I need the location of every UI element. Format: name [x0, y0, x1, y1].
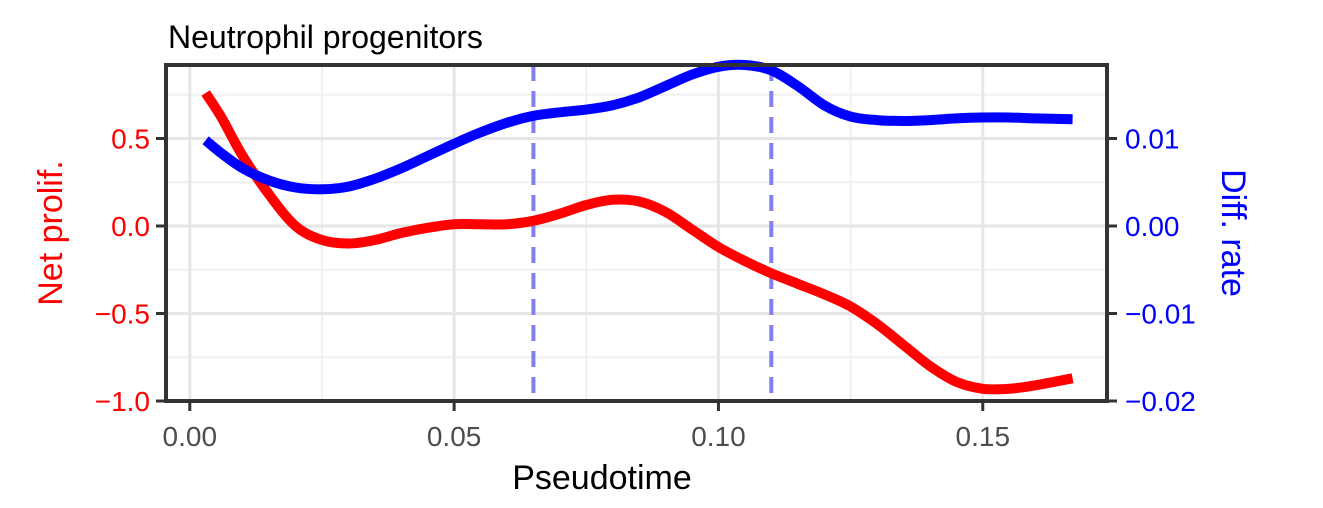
- y-axis-left-label: Net prolif.: [32, 160, 70, 306]
- series-line-right: [202, 59, 1073, 195]
- y-tick-label-left: 0.0: [111, 211, 150, 242]
- y-tick-label-left: 0.5: [111, 124, 150, 155]
- x-axis-label: Pseudotime: [512, 459, 692, 497]
- chart-title: Neutrophil progenitors: [168, 19, 483, 55]
- series-lines: [201, 59, 1074, 395]
- y-tick-label-right: −0.02: [1125, 386, 1196, 417]
- x-tick-label: 0.15: [956, 421, 1011, 452]
- series-line-left: [201, 90, 1074, 395]
- x-tick-label: 0.10: [691, 421, 746, 452]
- y-tick-label-left: −1.0: [95, 386, 150, 417]
- y-tick-label-left: −0.5: [95, 299, 150, 330]
- y-axis-left: 0.5 0.0 −0.5 −1.0: [95, 124, 166, 417]
- y-axis-right-label: Diff. rate: [1214, 169, 1252, 297]
- y-tick-label-right: 0.00: [1125, 211, 1180, 242]
- x-tick-label: 0.00: [163, 421, 218, 452]
- x-tick-label: 0.05: [427, 421, 482, 452]
- x-axis: 0.00 0.05 0.10 0.15: [163, 401, 1010, 452]
- y-tick-label-right: −0.01: [1125, 299, 1196, 330]
- y-axis-right: 0.01 0.00 −0.01 −0.02: [1107, 124, 1196, 417]
- plot-border: [164, 63, 1109, 403]
- vlines: [531, 65, 774, 401]
- y-tick-label-right: 0.01: [1125, 124, 1180, 155]
